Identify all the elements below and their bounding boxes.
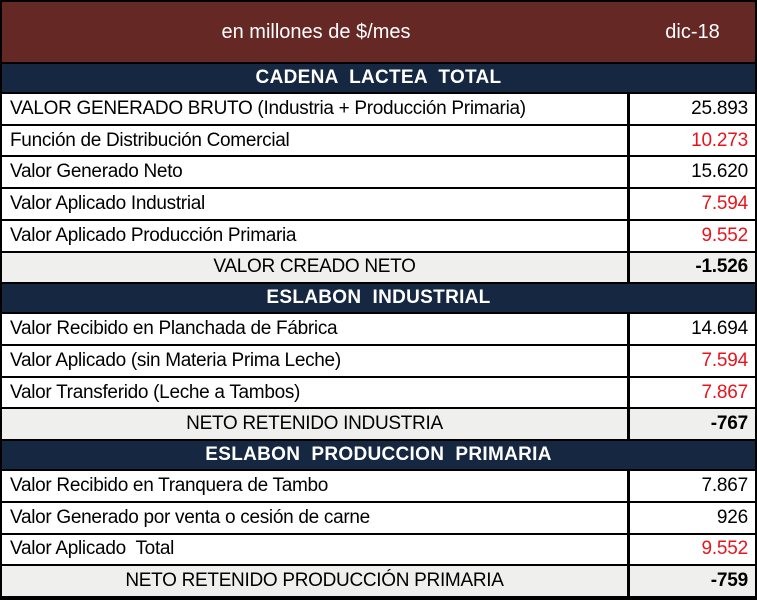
row-label: Valor Generado Neto <box>2 157 630 188</box>
row-label: Valor Recibido en Planchada de Fábrica <box>2 314 630 345</box>
period-label: dic-18 <box>665 20 720 43</box>
summary-label: NETO RETENIDO PRODUCCIÓN PRIMARIA <box>2 566 630 597</box>
row-value: 14.694 <box>691 318 748 340</box>
section-title-eslabon-industrial: ESLABON INDUSTRIAL <box>2 282 755 315</box>
row-value: 9.552 <box>701 224 748 246</box>
table-row: Valor Generado por venta o cesión de car… <box>2 500 755 533</box>
table-row: Valor Recibido en Planchada de Fábrica 1… <box>2 314 755 345</box>
table-row: Función de Distribución Comercial 10.273 <box>2 123 755 156</box>
row-label: Función de Distribución Comercial <box>2 125 630 156</box>
row-label: Valor Aplicado Industrial <box>2 189 630 219</box>
summary-label: NETO RETENIDO INDUSTRIA <box>2 409 630 440</box>
units-label: en millones de $/mes <box>221 20 411 43</box>
row-label: Valor Recibido en Tranquera de Tambo <box>2 471 630 501</box>
table-header: en millones de $/mes dic-18 <box>2 2 755 62</box>
summary-row: NETO RETENIDO INDUSTRIA -767 <box>2 407 755 440</box>
table-row: Valor Generado Neto 15.620 <box>2 155 755 188</box>
table-row: VALOR GENERADO BRUTO (Industria + Produc… <box>2 94 755 124</box>
row-value: 10.273 <box>691 129 748 151</box>
summary-row: VALOR CREADO NETO -1.526 <box>2 250 755 283</box>
summary-value: -759 <box>710 570 748 592</box>
row-value: 926 <box>716 506 748 528</box>
row-value: 7.867 <box>701 381 748 403</box>
row-value: 7.867 <box>701 475 748 497</box>
row-label: Valor Aplicado Producción Primaria <box>2 220 630 251</box>
row-value: 7.594 <box>701 349 748 371</box>
row-label: VALOR GENERADO BRUTO (Industria + Produc… <box>2 94 630 124</box>
section-title-cadena-lactea-total: CADENA LACTEA TOTAL <box>2 62 755 94</box>
row-label: Valor Aplicado (sin Materia Prima Leche) <box>2 346 630 376</box>
row-value: 25.893 <box>691 97 748 119</box>
table-row: Valor Transferido (Leche a Tambos) 7.867 <box>2 375 755 408</box>
row-value: 9.552 <box>701 538 748 560</box>
table-row: Valor Aplicado (sin Materia Prima Leche)… <box>2 344 755 376</box>
row-label: Valor Transferido (Leche a Tambos) <box>2 377 630 408</box>
table-row: Valor Aplicado Producción Primaria 9.552 <box>2 218 755 251</box>
summary-row: NETO RETENIDO PRODUCCIÓN PRIMARIA -759 <box>2 564 755 597</box>
row-label: Valor Generado por venta o cesión de car… <box>2 502 630 533</box>
summary-value: -767 <box>710 413 748 435</box>
table-row: Valor Aplicado Total 9.552 <box>2 532 755 565</box>
summary-label: VALOR CREADO NETO <box>2 252 630 283</box>
row-label: Valor Aplicado Total <box>2 534 630 565</box>
section-title-eslabon-produccion-primaria: ESLABON PRODUCCION PRIMARIA <box>2 439 755 472</box>
table-row: Valor Aplicado Industrial 7.594 <box>2 187 755 219</box>
table-row: Valor Recibido en Tranquera de Tambo 7.8… <box>2 471 755 501</box>
row-value: 15.620 <box>691 161 748 183</box>
summary-value: -1.526 <box>695 256 748 278</box>
row-value: 7.594 <box>701 193 748 215</box>
